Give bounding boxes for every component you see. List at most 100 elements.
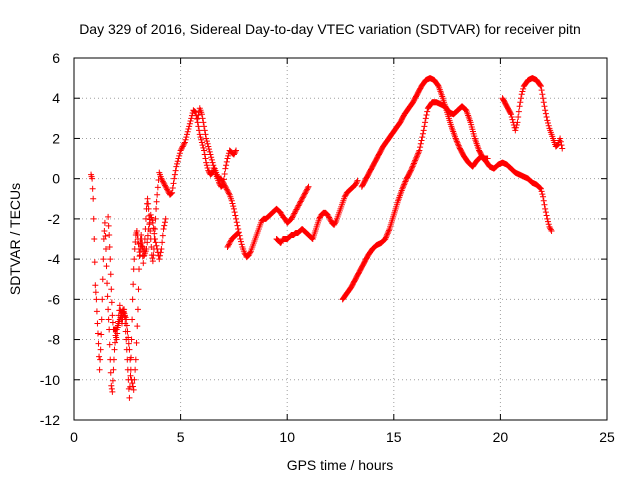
data-point [421,123,428,130]
data-point [199,142,206,149]
data-point [167,191,174,198]
data-point [305,183,312,190]
data-point [246,250,253,257]
data-point [247,249,254,256]
data-point [296,199,303,206]
data-point [540,193,547,200]
data-point [106,341,113,348]
data-point [233,147,240,154]
data-point [108,385,115,392]
data-point [278,211,285,218]
data-point [176,152,183,159]
data-point [149,258,156,265]
data-point [144,239,151,246]
data-point [215,179,222,186]
data-point [295,202,302,209]
data-point [108,286,115,293]
data-point [326,214,333,221]
data-point [105,213,112,220]
data-point [324,211,331,218]
x-tick-label: 5 [177,429,185,445]
data-point [164,186,171,193]
data-point [277,240,284,247]
data-point [326,215,333,222]
data-point [220,176,227,183]
data-point [299,194,306,201]
data-point [145,205,152,212]
data-point [316,215,323,222]
data-point [220,181,227,188]
chart-title: Day 329 of 2016, Sidereal Day-to-day VTE… [79,21,581,37]
data-point [512,127,519,134]
data-point [179,143,186,150]
data-point [537,185,544,192]
data-point [418,137,425,144]
data-point [517,99,524,106]
y-tick-label: -12 [40,412,60,428]
data-point [98,316,105,323]
data-point [107,271,114,278]
axis-ticks [73,57,608,421]
data-point [537,82,544,89]
data-point [186,120,193,127]
data-point [109,377,116,384]
data-point [508,111,515,118]
data-point [341,193,348,200]
data-point [407,168,414,175]
data-point [150,225,157,232]
x-tick-label: 0 [70,429,78,445]
y-tick-label: -6 [48,291,61,307]
data-point [412,157,419,164]
data-point [513,122,520,129]
data-point [225,152,232,159]
data-point [540,95,547,102]
data-point [400,182,407,189]
data-point [108,299,115,306]
data-point [553,142,560,149]
data-point [89,185,96,192]
data-point [145,200,152,207]
data-point [223,158,230,165]
data-point [233,219,240,226]
data-point [153,242,160,249]
data-point [129,380,136,387]
data-point [292,207,299,214]
data-point [203,135,210,142]
data-point [231,209,238,216]
data-point [198,136,205,143]
data-point [209,159,216,166]
data-point [129,383,136,390]
data-point [98,331,105,338]
series-sdtvar-trace-3 [224,177,361,251]
data-point [139,240,146,247]
data-point [159,239,166,246]
data-point [170,180,177,187]
data-point [223,185,230,192]
y-tick-label: 4 [52,90,60,106]
data-point [159,178,166,185]
data-point [423,111,430,118]
data-point [202,131,209,138]
data-point [132,239,139,246]
data-point [210,162,217,169]
data-point [352,181,359,188]
data-point [454,139,461,146]
data-point [139,244,146,251]
data-point [540,99,547,106]
data-point [191,107,198,114]
data-point [537,185,544,192]
data-point [410,161,417,168]
data-point [171,175,178,182]
data-point [180,142,187,149]
data-point [383,233,390,240]
x-axis-label: GPS time / hours [287,457,394,473]
data-point [138,243,145,250]
data-point [545,120,552,127]
data-point [183,134,190,141]
data-point [182,136,189,143]
data-point [408,166,415,173]
data-point [412,156,419,163]
data-point [104,293,111,300]
data-point [129,316,136,323]
